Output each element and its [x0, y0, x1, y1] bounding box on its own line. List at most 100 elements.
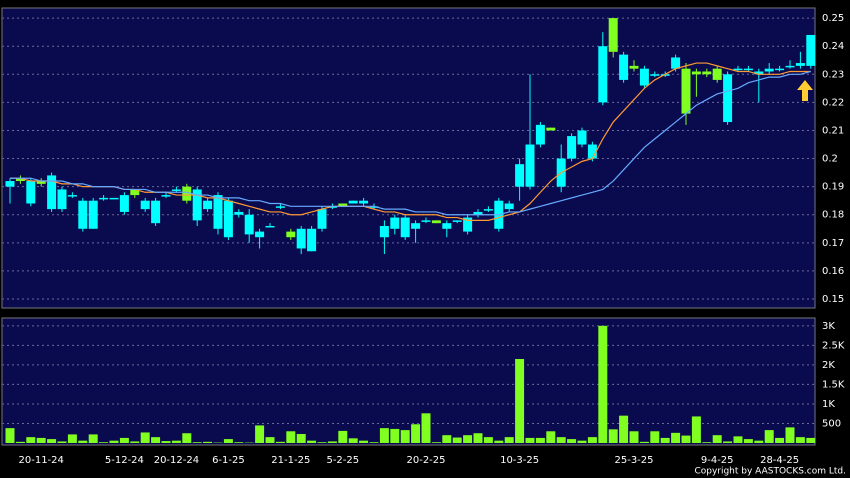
candle-body: [275, 206, 285, 208]
candle-body: [411, 223, 421, 229]
volume-bar: [182, 433, 192, 443]
candle-body: [546, 127, 556, 131]
candle-body: [567, 136, 577, 159]
candle-body: [598, 46, 608, 103]
volume-bar: [639, 441, 649, 443]
volume-bar: [650, 431, 660, 443]
price-panel: [1, 7, 816, 309]
candle-body: [26, 181, 36, 204]
candle-body: [244, 214, 254, 235]
candle-body: [515, 164, 525, 187]
candle-body: [775, 68, 785, 71]
candle-body: [702, 71, 712, 75]
candle-body: [619, 54, 629, 80]
candle-body: [307, 228, 317, 252]
y-tick-label: 0.24: [822, 41, 844, 52]
candle-body: [764, 68, 774, 72]
volume-bar: [785, 427, 795, 443]
volume-bar: [36, 437, 46, 443]
volume-bar: [255, 425, 265, 443]
y-tick-label: 0.25: [822, 13, 844, 24]
volume-bar: [130, 441, 140, 443]
x-tick-label: 20-2-25: [406, 455, 445, 466]
y-tick-label: 2.5K: [822, 340, 845, 351]
volume-bar: [494, 440, 504, 443]
x-tick-label: 10-3-25: [500, 455, 539, 466]
volume-bar: [473, 433, 483, 443]
candle-body: [379, 225, 389, 238]
volume-bar: [78, 440, 88, 443]
candle-body: [754, 71, 764, 75]
volume-bar: [26, 437, 36, 443]
volume-bar: [296, 434, 306, 443]
volume-bar: [234, 442, 244, 443]
candle-body: [504, 203, 514, 210]
candle-body: [483, 209, 493, 211]
volume-bar: [608, 429, 618, 443]
volume-bar: [629, 431, 639, 443]
candle-body: [535, 124, 545, 145]
volume-bar: [723, 441, 733, 443]
candle-body: [317, 209, 327, 229]
candle-body: [265, 225, 275, 228]
y-tick-label: 0.17: [822, 238, 844, 249]
y-tick-label: 0.19: [822, 182, 844, 193]
volume-bar: [660, 437, 670, 443]
candle-body: [639, 68, 649, 86]
candle-body: [681, 68, 691, 114]
candle-body: [733, 68, 743, 71]
candle-body: [88, 200, 98, 229]
volume-bar: [151, 437, 161, 443]
candle-body: [400, 217, 410, 238]
candle-body: [369, 206, 379, 208]
y-tick-label: 3K: [822, 321, 835, 332]
candle-body: [431, 220, 441, 224]
candle-body: [78, 200, 88, 229]
candle-body: [348, 200, 358, 204]
volume-bar: [442, 435, 452, 443]
candle-body: [192, 189, 202, 221]
volume-bar: [390, 428, 400, 443]
volume-bar: [15, 441, 25, 443]
y-tick-label: 0.21: [822, 125, 844, 136]
plot-layer: 0.15 0.16 0.17 0.18 0.19 0.2 0.21 0.22 0.23 0.24 0…: [2, 13, 845, 466]
candle-body: [660, 74, 670, 76]
moving-average-line: [10, 70, 811, 216]
candle-body: [109, 197, 119, 200]
volume-bar: [452, 437, 462, 443]
volume-bar: [5, 428, 15, 443]
candle-body: [712, 68, 722, 80]
volume-bar: [47, 439, 57, 443]
volume-bar: [691, 416, 701, 443]
x-tick-label: 6-1-25: [212, 455, 245, 466]
volume-bar: [733, 436, 743, 443]
candle-body: [57, 189, 67, 210]
x-tick-label: 9-4-25: [701, 455, 734, 466]
x-tick-label: 21-1-25: [271, 455, 310, 466]
y-tick-label: 0.23: [822, 69, 844, 80]
candle-body: [723, 74, 733, 123]
candle-body: [442, 223, 452, 229]
volume-bar: [483, 437, 493, 443]
volume-bar: [286, 431, 296, 443]
volume-bar: [795, 437, 805, 443]
volume-bar: [577, 440, 587, 443]
volume-bar: [161, 441, 171, 443]
volume-bar: [411, 424, 421, 443]
volume-bar: [171, 440, 181, 443]
candle-body: [650, 74, 660, 76]
volume-bar: [806, 437, 816, 443]
y-tick-label: 1.5K: [822, 379, 845, 390]
candle-body: [359, 200, 369, 204]
candle-body: [691, 71, 701, 75]
x-tick-label: 25-3-25: [614, 455, 653, 466]
moving-average-line: [10, 62, 811, 221]
volume-bar: [57, 441, 67, 443]
candle-body: [473, 211, 483, 215]
volume-bar: [764, 430, 774, 443]
volume-bar: [556, 437, 566, 443]
y-tick-label: 1K: [822, 399, 835, 410]
candle-body: [463, 217, 473, 232]
candle-body: [182, 186, 192, 201]
